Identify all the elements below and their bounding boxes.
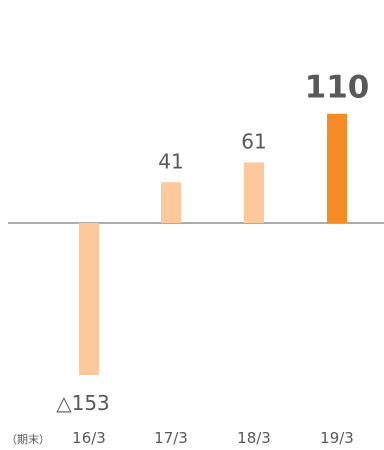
data-label-17-3: 41	[158, 149, 183, 173]
x-tick-label-16-3: 16/3	[72, 429, 106, 447]
x-tick-label-19-3: 19/3	[320, 429, 354, 447]
data-label-19-3: 110	[305, 70, 370, 106]
unit-label: （期末）	[6, 432, 50, 446]
data-label-18-3: 61	[241, 129, 266, 153]
x-tick-label-17-3: 17/3	[154, 429, 188, 447]
x-tick-label-18-3: 18/3	[237, 429, 271, 447]
bar-19-3	[327, 113, 347, 223]
bar-18-3	[244, 162, 264, 223]
bar-17-3	[161, 182, 181, 223]
data-label-16-3: △153	[56, 391, 110, 415]
bars-group	[79, 113, 347, 375]
value-labels-group: △153 41 61 110	[56, 70, 369, 415]
bar-16-3	[79, 223, 99, 375]
category-labels-group: 16/3 17/3 18/3 19/3	[72, 429, 354, 447]
